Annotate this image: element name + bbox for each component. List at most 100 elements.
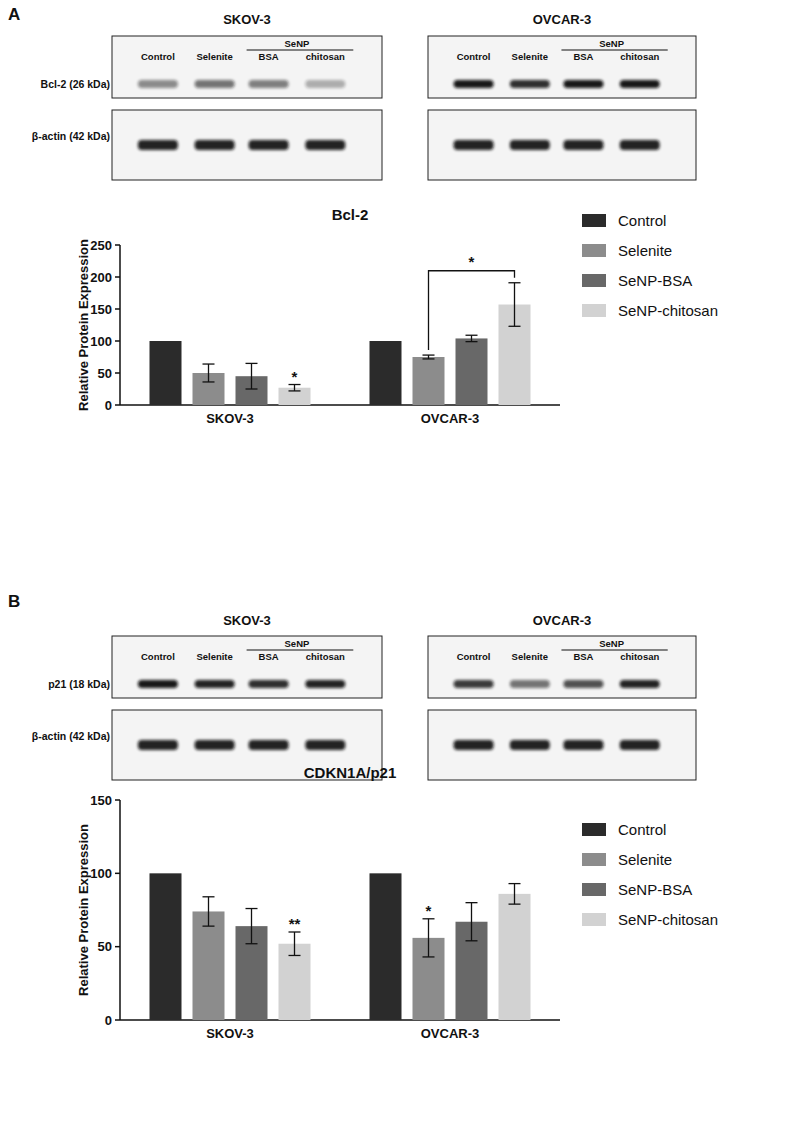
- legend-swatch: [582, 214, 606, 227]
- blot-frame: [112, 636, 382, 698]
- y-axis: [119, 800, 121, 1020]
- bar: [456, 338, 488, 405]
- error-cap: [203, 381, 215, 382]
- y-tick: [115, 873, 120, 875]
- error-line: [428, 919, 429, 957]
- band: [249, 80, 289, 88]
- chart-title: CDKN1A/p21: [304, 764, 397, 781]
- band: [249, 740, 289, 750]
- legend-label: SeNP-BSA: [618, 881, 692, 898]
- band: [510, 740, 550, 750]
- blot-frame: [428, 36, 696, 98]
- group-label: SeNP: [285, 38, 310, 49]
- error-cap: [246, 908, 258, 909]
- legend-label: Control: [618, 821, 666, 838]
- band: [454, 140, 494, 150]
- bar: [279, 944, 311, 1020]
- x-tick-label: OVCAR-3: [421, 411, 480, 426]
- group-label: SeNP: [285, 638, 310, 649]
- group-line: [247, 650, 354, 651]
- band: [620, 680, 660, 688]
- error-bar: [423, 355, 435, 359]
- y-axis-label: Relative Protein Expression: [76, 824, 91, 996]
- error-line: [294, 385, 295, 391]
- lane-label: Control: [457, 51, 491, 62]
- y-tick-label: 50: [98, 366, 112, 381]
- error-cap: [509, 326, 521, 327]
- error-cap: [289, 390, 301, 391]
- chart-title: Bcl-2: [332, 206, 369, 223]
- y-tick-label: 100: [90, 866, 112, 881]
- error-line: [514, 283, 515, 327]
- error-cap: [289, 955, 301, 956]
- legend-label: SeNP-chitosan: [618, 302, 718, 319]
- error-cap: [246, 388, 258, 389]
- lane-label: Selenite: [196, 651, 232, 662]
- error-cap: [423, 354, 435, 355]
- error-cap: [466, 902, 478, 903]
- error-bar: [203, 897, 215, 926]
- band: [454, 80, 494, 88]
- bar: [150, 873, 182, 1020]
- y-tick: [115, 244, 120, 246]
- marks: [150, 283, 531, 405]
- row-label: β-actin (42 kDa): [32, 730, 110, 742]
- band: [305, 140, 345, 150]
- chart: CDKN1A/p21Relative Protein Expression050…: [76, 764, 718, 1041]
- y-tick: [115, 340, 120, 342]
- group-line: [561, 50, 667, 51]
- error-line: [294, 932, 295, 955]
- band: [620, 740, 660, 750]
- error-cap: [246, 943, 258, 944]
- legend-swatch: [582, 304, 606, 317]
- blot-frame: [428, 636, 696, 698]
- group-line: [561, 650, 667, 651]
- blot: SKOV-3ControlSeleniteBSAchitosanSeNPp21 …: [32, 613, 382, 780]
- band: [195, 140, 235, 150]
- band: [195, 680, 235, 688]
- band: [563, 140, 603, 150]
- lane-label: Selenite: [512, 51, 548, 62]
- error-cap: [466, 341, 478, 342]
- error-line: [471, 335, 472, 341]
- y-tick-label: 100: [90, 334, 112, 349]
- lane-label: chitosan: [306, 51, 345, 62]
- y-tick: [115, 799, 120, 801]
- band: [563, 740, 603, 750]
- blot: OVCAR-3ControlSeleniteBSAchitosanSeNP: [428, 613, 696, 780]
- lane-label: Control: [141, 651, 175, 662]
- panel-label: A: [8, 5, 20, 24]
- lane-label: BSA: [573, 651, 593, 662]
- error-bar: [509, 884, 521, 905]
- band: [138, 740, 178, 750]
- y-tick: [115, 276, 120, 278]
- lane-label: Selenite: [196, 51, 232, 62]
- y-tick-label: 0: [105, 398, 112, 413]
- legend-swatch: [582, 883, 606, 896]
- blot-frame: [112, 110, 382, 180]
- band: [138, 140, 178, 150]
- y-tick: [115, 372, 120, 374]
- y-tick-label: 0: [105, 1013, 112, 1028]
- error-line: [514, 884, 515, 905]
- band: [510, 140, 550, 150]
- error-line: [471, 903, 472, 941]
- lane-label: BSA: [573, 51, 593, 62]
- error-line: [251, 909, 252, 944]
- error-cap: [509, 903, 521, 904]
- significance: *: [469, 253, 475, 270]
- error-bar: [289, 932, 301, 955]
- page: ASKOV-3ControlSeleniteBSAchitosanSeNPBcl…: [0, 0, 789, 1134]
- error-cap: [466, 335, 478, 336]
- y-tick: [115, 946, 120, 948]
- x-tick-label: OVCAR-3: [421, 1026, 480, 1041]
- lane-label: Selenite: [512, 651, 548, 662]
- group-label: SeNP: [599, 638, 624, 649]
- band: [305, 680, 345, 688]
- blot-title: OVCAR-3: [533, 12, 592, 27]
- group-label: SeNP: [599, 38, 624, 49]
- band: [454, 680, 494, 688]
- band: [249, 680, 289, 688]
- band: [510, 680, 550, 688]
- blot-frame: [428, 710, 696, 780]
